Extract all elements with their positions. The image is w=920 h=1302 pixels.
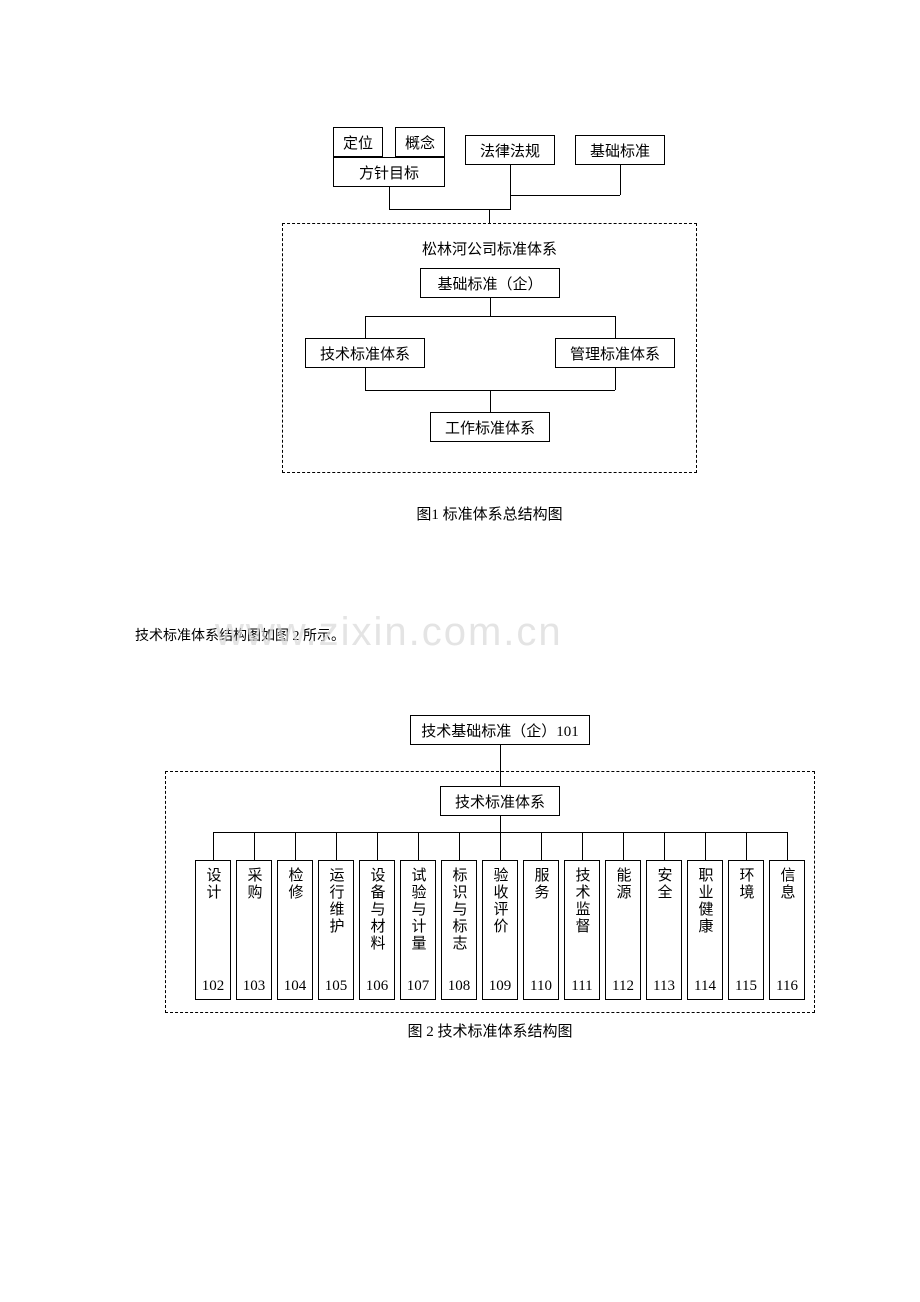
- fig1-box-jichu-top: 基础标准: [575, 135, 665, 165]
- watermark-text: www.zixin.com.cn: [215, 610, 563, 655]
- fig2-drop-line: [213, 832, 214, 860]
- fig1-line: [365, 316, 615, 317]
- fig2-root: 技术基础标准（企）101: [410, 715, 590, 745]
- fig1-line: [510, 195, 620, 196]
- fig2-col-label: 试验与计量: [408, 867, 429, 952]
- fig2-col-label: 检修: [285, 867, 306, 901]
- fig2-col-num: 107: [403, 978, 433, 995]
- fig2-drop-line: [623, 832, 624, 860]
- fig2-col-111: 技术监督 111: [564, 860, 600, 1000]
- fig2-drop-line: [541, 832, 542, 860]
- fig2-col-113: 安全 113: [646, 860, 682, 1000]
- fig2-drop-line: [500, 832, 501, 860]
- fig2-col-114: 职业健康 114: [687, 860, 723, 1000]
- fig2-col-label: 环境: [736, 867, 757, 901]
- fig1-box-gainian: 概念: [395, 127, 445, 157]
- fig1-line: [365, 316, 366, 338]
- fig2-col-label: 采购: [244, 867, 265, 901]
- fig1-line: [489, 209, 490, 223]
- fig2-drop-line: [418, 832, 419, 860]
- fig2-col-num: 112: [608, 978, 638, 995]
- fig2-col-label: 安全: [654, 867, 675, 901]
- fig1-box-dingwei: 定位: [333, 127, 383, 157]
- fig2-drop-line: [336, 832, 337, 860]
- fig2-col-num: 108: [444, 978, 474, 995]
- fig2-col-115: 环境 115: [728, 860, 764, 1000]
- fig2-col-num: 103: [239, 978, 269, 995]
- fig1-box-jichu-qi: 基础标准（企）: [420, 268, 560, 298]
- fig2-col-112: 能源 112: [605, 860, 641, 1000]
- fig1-line: [490, 390, 491, 412]
- fig1-box-jishu: 技术标准体系: [305, 338, 425, 368]
- fig1-line: [389, 187, 390, 209]
- fig1-line: [615, 316, 616, 338]
- fig1-line: [510, 165, 511, 209]
- fig2-col-label: 设计: [203, 867, 224, 901]
- fig2-col-label: 信息: [777, 867, 798, 901]
- fig1-box-gongzuo: 工作标准体系: [430, 412, 550, 442]
- fig2-subroot: 技术标准体系: [440, 786, 560, 816]
- fig2-col-label: 职业健康: [695, 867, 716, 935]
- fig2-col-110: 服务 110: [523, 860, 559, 1000]
- fig2-drop-line: [746, 832, 747, 860]
- fig2-drop-line: [377, 832, 378, 860]
- fig1-line: [620, 165, 621, 195]
- fig1-box-guanli: 管理标准体系: [555, 338, 675, 368]
- fig2-drop-line: [295, 832, 296, 860]
- fig1-line: [389, 209, 511, 210]
- fig2-col-num: 115: [731, 978, 761, 995]
- fig2-drop-line: [459, 832, 460, 860]
- fig2-drop-line: [254, 832, 255, 860]
- fig1-line: [490, 298, 491, 316]
- fig2-col-label: 验收评价: [490, 867, 511, 935]
- fig2-col-107: 试验与计量 107: [400, 860, 436, 1000]
- fig2-col-num: 105: [321, 978, 351, 995]
- fig1-dashed-title: 松林河公司标准体系: [282, 238, 697, 259]
- fig2-col-106: 设备与材料 106: [359, 860, 395, 1000]
- fig2-col-num: 109: [485, 978, 515, 995]
- fig2-col-num: 110: [526, 978, 556, 995]
- fig2-col-116: 信息 116: [769, 860, 805, 1000]
- fig2-line: [500, 816, 501, 832]
- fig2-col-num: 111: [567, 978, 597, 995]
- fig1-box-falv: 法律法规: [465, 135, 555, 165]
- fig2-col-num: 113: [649, 978, 679, 995]
- fig2-drop-line: [787, 832, 788, 860]
- fig2-col-num: 106: [362, 978, 392, 995]
- fig2-drop-line: [705, 832, 706, 860]
- fig2-col-102: 设计 102: [195, 860, 231, 1000]
- fig2-col-label: 标识与标志: [449, 867, 470, 952]
- fig2-col-label: 设备与材料: [367, 867, 388, 952]
- fig2-col-label: 运行维护: [326, 867, 347, 935]
- fig2-caption: 图 2 技术标准体系结构图: [165, 1020, 815, 1041]
- fig2-col-num: 114: [690, 978, 720, 995]
- fig2-drop-line: [664, 832, 665, 860]
- fig2-col-num: 104: [280, 978, 310, 995]
- fig1-line: [365, 368, 366, 390]
- fig2-col-num: 102: [198, 978, 228, 995]
- fig1-line: [615, 368, 616, 390]
- fig2-drop-line: [582, 832, 583, 860]
- fig2-col-label: 能源: [613, 867, 634, 901]
- fig2-col-108: 标识与标志 108: [441, 860, 477, 1000]
- fig2-col-label: 服务: [531, 867, 552, 901]
- fig2-col-103: 采购 103: [236, 860, 272, 1000]
- fig1-box-fangzhen: 方针目标: [333, 157, 445, 187]
- fig2-col-105: 运行维护 105: [318, 860, 354, 1000]
- fig2-col-104: 检修 104: [277, 860, 313, 1000]
- fig2-col-109: 验收评价 109: [482, 860, 518, 1000]
- fig1-caption: 图1 标准体系总结构图: [282, 503, 697, 524]
- fig2-col-label: 技术监督: [572, 867, 593, 935]
- fig2-col-num: 116: [772, 978, 802, 995]
